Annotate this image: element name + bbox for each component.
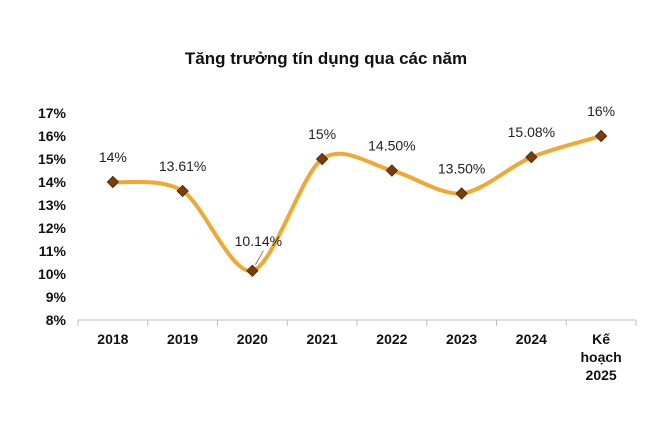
y-tick-label: 16% bbox=[38, 128, 67, 144]
data-labels: 14% 13.61% 10.14% 15% 14.50% 13.50% 15.08% 16% bbox=[99, 103, 615, 266]
data-markers bbox=[106, 129, 608, 277]
x-tick-label: 2019 bbox=[167, 331, 198, 347]
data-label: 15% bbox=[308, 126, 336, 142]
y-tick-label: 17% bbox=[38, 105, 67, 121]
chart-title: Tăng trưởng tín dụng qua các năm bbox=[185, 49, 467, 68]
data-point-marker bbox=[594, 129, 608, 143]
data-label: 14.50% bbox=[368, 138, 415, 154]
x-tick-label: 2024 bbox=[516, 331, 547, 347]
data-label-leader bbox=[254, 250, 264, 266]
data-label: 15.08% bbox=[508, 124, 555, 140]
x-tick-label: 2018 bbox=[97, 331, 128, 347]
y-tick-label: 9% bbox=[46, 289, 67, 305]
data-point-marker bbox=[525, 150, 538, 164]
data-label: 14% bbox=[99, 149, 127, 165]
x-tick-label: 2022 bbox=[376, 331, 407, 347]
data-label: 16% bbox=[587, 103, 615, 119]
x-tick-label: hoạch bbox=[581, 349, 622, 365]
data-point-marker bbox=[455, 187, 468, 200]
data-point-marker bbox=[385, 164, 399, 177]
data-label: 10.14% bbox=[235, 233, 282, 249]
y-tick-label: 11% bbox=[39, 243, 67, 259]
data-point-marker bbox=[315, 152, 329, 166]
y-tick-label: 15% bbox=[38, 151, 67, 167]
y-tick-label: 12% bbox=[38, 220, 67, 236]
series-line bbox=[110, 134, 604, 273]
y-tick-label: 13% bbox=[38, 197, 67, 213]
data-label: 13.61% bbox=[159, 158, 206, 174]
data-point-marker bbox=[106, 175, 120, 189]
data-point-marker bbox=[246, 264, 259, 277]
y-tick-label: 14% bbox=[38, 174, 67, 190]
x-tick-label: Kế bbox=[592, 331, 610, 347]
x-tick-label: 2020 bbox=[237, 331, 268, 347]
data-label: 13.50% bbox=[438, 161, 485, 177]
data-point-marker bbox=[176, 184, 189, 198]
x-tick-label: 2021 bbox=[307, 331, 338, 347]
y-tick-label: 8% bbox=[46, 312, 67, 328]
y-axis: 8% 9% 10% 11% 12% 13% 14% 15% 16% 17% bbox=[38, 105, 67, 328]
x-tick-label: 2025 bbox=[586, 367, 617, 383]
y-tick-label: 10% bbox=[38, 266, 67, 282]
x-axis: 2018 2019 2020 2021 2022 2023 2024 Kế hoạch 2025 bbox=[77, 320, 637, 383]
x-tick-label: 2023 bbox=[446, 331, 477, 347]
